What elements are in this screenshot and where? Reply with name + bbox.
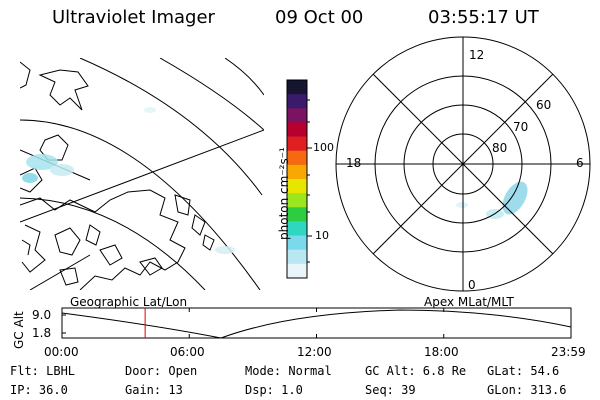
- polar-diagonal: [372, 73, 554, 255]
- polar-ring-outer: [335, 36, 591, 292]
- aurora-patch: [26, 154, 58, 170]
- status-door: Door: Open: [125, 364, 198, 378]
- observation-time: 03:55:17 UT: [428, 7, 539, 28]
- mlt-label-12: 12: [469, 48, 485, 62]
- latitude-arc: [79, 58, 263, 196]
- polar-diagonal: [372, 73, 554, 255]
- aurora-patch: [486, 209, 504, 219]
- colorbar-stripe: [287, 263, 307, 279]
- colorbar-tick-label: 10: [315, 229, 329, 242]
- coastline: [21, 224, 46, 273]
- timeline-y-tick-label: 1.8: [32, 326, 52, 340]
- colorbar-tick-label: 100: [313, 141, 334, 154]
- status-ip: IP: 36.0: [10, 383, 68, 397]
- mlt-label-6: 6: [576, 156, 584, 170]
- longitude-line: [20, 129, 264, 223]
- coastline: [85, 224, 101, 246]
- status-dsp: Dsp: 1.0: [245, 383, 303, 397]
- longitude-line: [20, 149, 91, 181]
- coastline: [21, 239, 31, 256]
- aurora-patch: [456, 202, 468, 208]
- colorbar-stripe: [287, 80, 307, 95]
- colorbar-stripe: [287, 122, 307, 138]
- coastline: [39, 134, 69, 161]
- lat-label-80: 80: [492, 141, 508, 155]
- timeline-x-tick-label: 06:00: [170, 345, 205, 359]
- polar-ring-60: [374, 75, 552, 253]
- colorbar-unit-label: photon cm⁻²s⁻¹: [277, 147, 291, 240]
- lat-label-60: 60: [536, 98, 552, 112]
- status-mode: Mode: Normal: [245, 364, 332, 378]
- coastline: [38, 69, 89, 111]
- colorbar-stripe: [287, 249, 307, 265]
- mlt-label-18: 18: [346, 156, 362, 170]
- latitude-arc: [159, 58, 264, 131]
- status-filter: Flt: LBHL: [10, 364, 76, 378]
- lat-label-70: 70: [513, 120, 529, 134]
- longitude-line: [29, 254, 91, 290]
- coastline: [59, 267, 79, 286]
- aurora-patch: [502, 181, 528, 215]
- coastline: [20, 189, 186, 290]
- coastline: [202, 234, 215, 251]
- altitude-curve: [61, 309, 572, 339]
- colorbar-stripe: [287, 94, 307, 109]
- coastline: [54, 227, 81, 256]
- status-gain: Gain: 13: [125, 383, 183, 397]
- instrument-title: Ultraviolet Imager: [52, 7, 215, 28]
- coastline: [20, 61, 31, 89]
- timeline-x-tick-label: 00:00: [44, 345, 79, 359]
- status-seq: Seq: 39: [365, 383, 416, 397]
- timeline-y-tick-label: 9.0: [32, 308, 52, 322]
- coastline: [191, 214, 206, 236]
- status-gc-alt: GC Alt: 6.8 Re: [365, 364, 467, 378]
- aurora-patch: [22, 173, 38, 183]
- observation-date: 09 Oct 00: [275, 7, 364, 28]
- aurora-patch: [215, 246, 235, 254]
- timeline-right-title: Apex MLat/MLT: [424, 295, 514, 309]
- polar-ring-80: [432, 133, 494, 195]
- status-glat: GLat: 54.6: [487, 364, 560, 378]
- aurora-patch: [144, 107, 156, 113]
- mlt-label-0: 0: [468, 278, 476, 292]
- colorbar-stripe: [287, 108, 307, 123]
- coastline: [139, 257, 163, 276]
- coastline: [174, 194, 191, 216]
- timeline-left-title: Geographic Lat/Lon: [70, 295, 188, 309]
- timeline-x-tick-label: 23:59: [551, 345, 586, 359]
- polar-ring-70: [403, 104, 523, 224]
- coastline: [99, 244, 123, 266]
- timeline-frame: [61, 307, 572, 339]
- latitude-arc: [224, 58, 264, 96]
- timeline-x-tick-label: 18:00: [424, 345, 459, 359]
- aurora-patch: [50, 164, 74, 176]
- timeline-x-tick-label: 12:00: [297, 345, 332, 359]
- status-glon: GLon: 313.6: [487, 383, 567, 397]
- timeline-axis-label: GC Alt: [12, 311, 26, 349]
- latitude-arc: [20, 119, 261, 290]
- latitude-arc: [20, 197, 206, 290]
- coastline: [20, 167, 43, 193]
